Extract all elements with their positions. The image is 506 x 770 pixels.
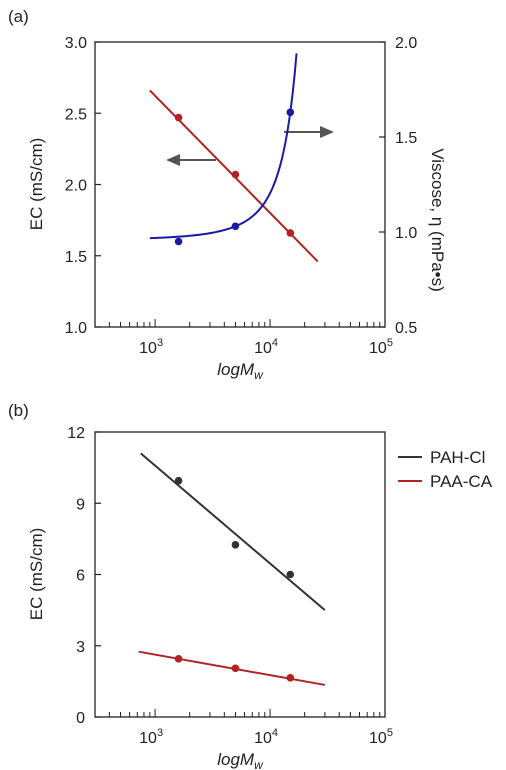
x-tick-label: 103 [139,727,163,747]
panel-b-label: (b) [8,401,29,420]
ec-data-point [286,229,295,237]
pah-cl-data-point [231,541,240,549]
panel-b-frame [94,431,386,718]
right-y-tick-label: 2.0 [395,35,417,52]
y-tick-label: 2.0 [65,178,87,195]
panel-b-x-axis-label: logMw [217,750,264,770]
panel-a-right-axis-ticks: 0.5 1.0 1.5 2.0 [379,35,417,337]
viscosity-data-point [174,237,183,246]
y-tick-label: 1.0 [65,320,87,337]
x-tick-label: 104 [254,727,278,747]
panel-a-x-axis-label: logMw [217,360,264,382]
y-tick-label: 0 [76,710,85,727]
y-tick-label: 3.0 [65,35,87,52]
x-tick-label: 104 [254,337,278,357]
paa-ca-data-point [174,655,183,663]
panel-b-series [138,452,326,686]
right-y-tick-label: 0.5 [395,320,417,337]
panel-a-left-axis-ticks: 1.0 1.5 2.0 2.5 3.0 [65,35,101,337]
left-arrow-head [166,154,180,166]
panel-b-y-axis-ticks: 0 3 6 9 12 [67,425,101,727]
panel-a-right-y-axis-label: Viscose, η (mPa•s) [428,148,447,292]
panel-a-x-axis-ticks: 103 104 105 [94,319,393,357]
panel-b-x-axis-ticks: 103 104 105 [94,709,393,747]
y-tick-label: 1.5 [65,249,87,266]
panel-b-y-axis-label: EC (mS/cm) [27,528,46,621]
paa-ca-data-point [286,674,295,682]
viscosity-fit-curve [149,53,298,240]
pah-cl-data-point [174,476,183,485]
right-arrow-head [320,126,334,138]
panel-b-legend: PAH-Cl PAA-CA [398,448,493,491]
panel-a-frame [94,41,386,328]
y-tick-label: 3 [76,639,85,656]
viscosity-data-point [286,108,295,117]
paa-ca-data-point [231,664,240,673]
y-tick-label: 2.5 [65,106,87,123]
pah-cl-fit-line [140,452,326,611]
panel-b: (b) 0 3 6 9 12 103 104 105 EC (mS/cm) logMw PA… [8,401,493,770]
x-tick-label: 103 [139,337,163,357]
right-y-tick-label: 1.5 [395,130,417,147]
x-tick-label: 105 [369,727,393,747]
pah-cl-data-point [286,570,295,579]
panel-a-arrows [166,126,334,166]
panel-a-y-axis-label: EC (mS/cm) [27,138,46,231]
legend-label-pah-cl: PAH-Cl [430,448,485,467]
ec-data-point [231,170,240,179]
legend-label-paa-ca: PAA-CA [430,472,493,491]
x-tick-label: 105 [369,337,393,357]
panel-a-label: (a) [8,7,29,26]
y-tick-label: 9 [76,496,85,513]
ec-data-point [174,113,183,122]
y-tick-label: 6 [76,568,85,585]
panel-a: (a) 1.01.52.02.53.0 0.51.01.52.0 103 104 1… [8,7,447,382]
right-y-tick-label: 1.0 [395,225,417,242]
y-tick-label: 12 [67,425,85,442]
panel-a-series [149,53,319,263]
viscosity-data-point [231,222,240,231]
